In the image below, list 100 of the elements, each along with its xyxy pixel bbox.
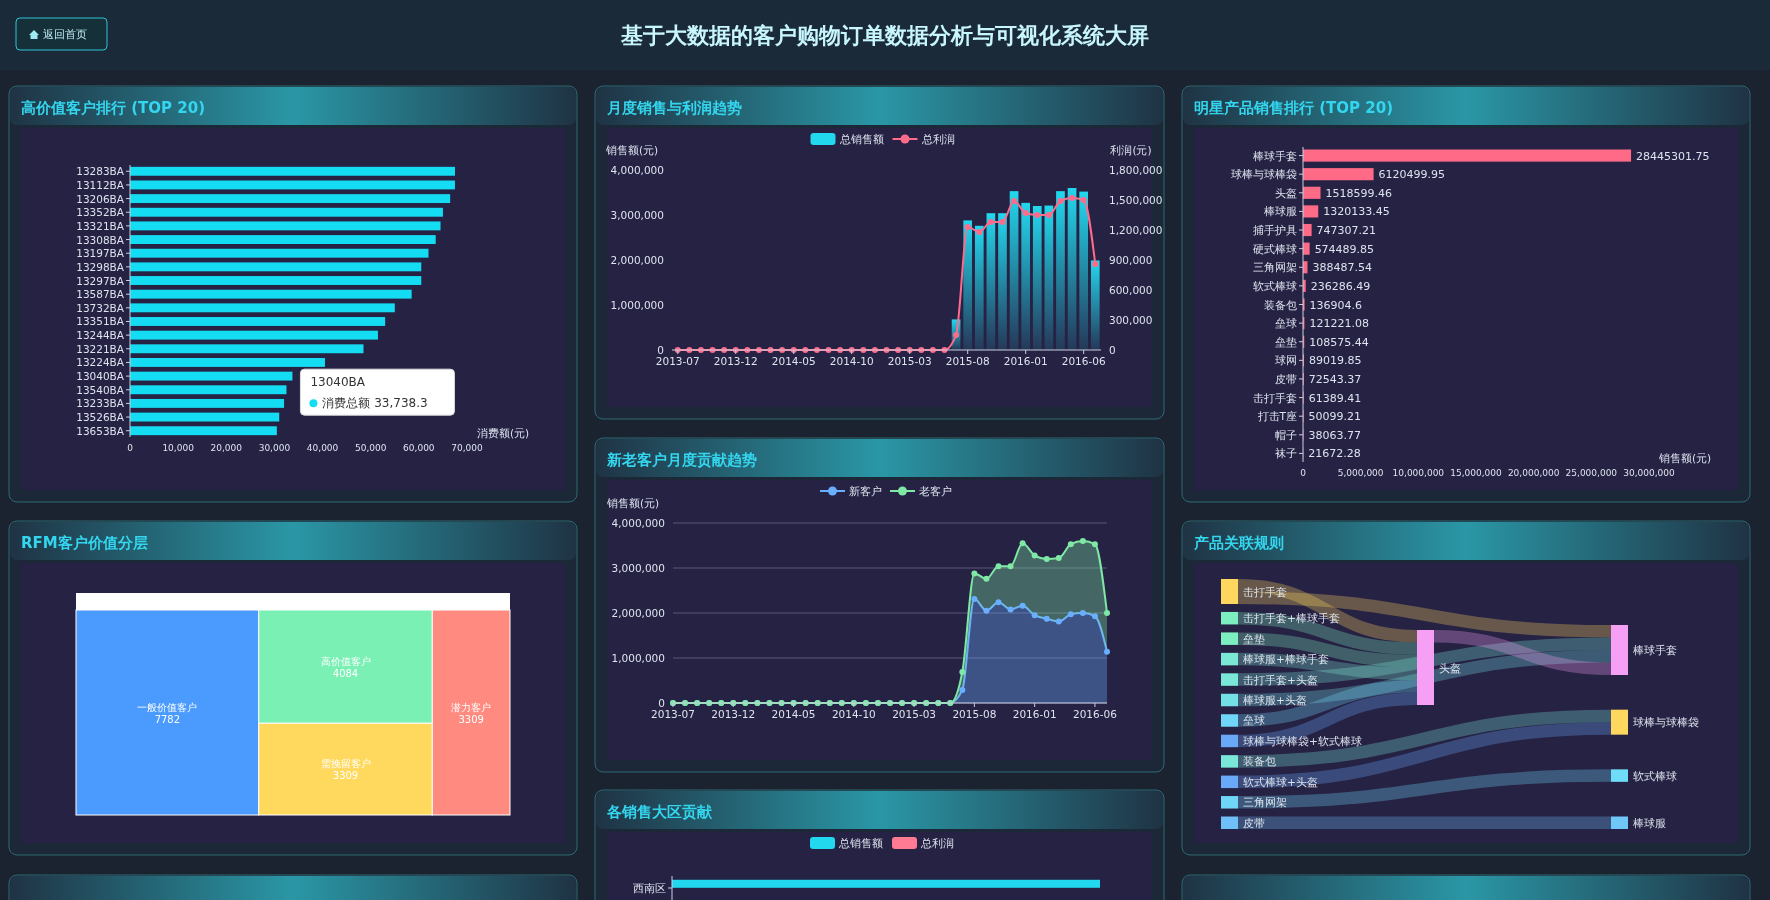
y-tick-label: 皮带 bbox=[1275, 372, 1297, 385]
y2-tick-label: 1,800,000 bbox=[1109, 164, 1163, 176]
category-label: 棒球服+棒球手套 bbox=[1243, 653, 1329, 666]
y-axis-title: 销售额(元) bbox=[605, 497, 660, 509]
data-label: 28445301.75 bbox=[1636, 149, 1710, 163]
x-tick-label: 5,000,000 bbox=[1337, 468, 1384, 478]
legend-label: 总利润 bbox=[920, 837, 954, 850]
x-tick-label: 30,000,000 bbox=[1623, 468, 1676, 478]
category-label: 软式棒球 bbox=[1633, 769, 1677, 782]
y-tick-label: 袜子 bbox=[1275, 447, 1297, 460]
x-axis-title: 消费额(元) bbox=[476, 427, 530, 439]
text: RFM客户价值分层 bbox=[21, 534, 148, 552]
y-tick-label: 13297BA bbox=[76, 274, 125, 287]
y-tick-label: 13224BA bbox=[76, 356, 125, 369]
y-tick-label: 13040BA bbox=[76, 370, 125, 383]
chart-title: 高价值客户排行 (TOP 20) bbox=[21, 99, 206, 117]
x-tick-label: 2016-06 bbox=[1073, 708, 1118, 720]
y-tick-label: 13206BA bbox=[76, 192, 125, 205]
y-tick-label: 13732BA bbox=[76, 301, 125, 314]
category-label: 棒球服 bbox=[1633, 816, 1666, 829]
y-tick-label: 打击T座 bbox=[1256, 410, 1297, 423]
y-tick-label: 3,000,000 bbox=[611, 562, 665, 574]
y-tick-label: 3,000,000 bbox=[610, 209, 664, 221]
legend-label: 新客户 bbox=[849, 485, 882, 498]
y-tick-label: 软式棒球 bbox=[1253, 279, 1297, 292]
x-tick-label: 10,000 bbox=[162, 443, 195, 453]
y-tick-label: 13526BA bbox=[76, 411, 125, 424]
y-tick-label: 4,000,000 bbox=[611, 517, 665, 529]
x-tick-label: 10,000,000 bbox=[1392, 468, 1445, 478]
data-label: 236286.49 bbox=[1310, 279, 1371, 293]
category-label: 棒球手套 bbox=[1633, 644, 1677, 656]
x-tick-label: 2014-05 bbox=[771, 355, 816, 367]
category-label: 头盔 bbox=[1439, 661, 1461, 674]
data-label: 50099.21 bbox=[1308, 410, 1362, 424]
y-tick-label: 西南区 bbox=[633, 882, 666, 894]
legend-label: 总利润 bbox=[920, 133, 955, 146]
data-label: 108575.44 bbox=[1309, 335, 1369, 349]
x-tick-label: 2016-01 bbox=[1012, 708, 1057, 720]
text: 返回首页 bbox=[43, 28, 87, 41]
data-label: 21672.28 bbox=[1308, 447, 1361, 461]
category-label: 垒球 bbox=[1243, 714, 1265, 727]
legend-label: 总销售额 bbox=[838, 837, 883, 850]
y2-tick-label: 1,200,000 bbox=[1109, 224, 1163, 236]
x-tick-label: 30,000 bbox=[258, 443, 291, 453]
category-label: 球棒与球棒袋 bbox=[1633, 716, 1699, 729]
y-tick-label: 13308BA bbox=[76, 233, 125, 246]
y2-axis-title: 利润(元) bbox=[1110, 144, 1152, 156]
x-tick-label: 15,000,000 bbox=[1450, 468, 1503, 478]
y-axis-title: 销售额(元) bbox=[604, 144, 659, 156]
y-tick-label: 13221BA bbox=[76, 342, 125, 355]
x-tick-label: 2014-05 bbox=[771, 708, 816, 720]
data-label: 1320133.45 bbox=[1323, 205, 1390, 219]
y2-tick-label: 0 bbox=[1109, 344, 1116, 356]
y-tick-label: 硬式棒球 bbox=[1253, 242, 1297, 255]
data-label: 747307.21 bbox=[1316, 224, 1377, 238]
y2-tick-label: 300,000 bbox=[1109, 314, 1153, 326]
data-label: 388487.54 bbox=[1312, 261, 1372, 275]
category-label: 潜力客户 bbox=[451, 701, 492, 713]
category-label: 垒垫 bbox=[1243, 632, 1265, 645]
x-tick-label: 2016-06 bbox=[1061, 355, 1106, 367]
x-tick-label: 25,000,000 bbox=[1565, 468, 1618, 478]
chart-title: 月度销售与利润趋势 bbox=[606, 99, 742, 117]
x-tick-label: 2013-12 bbox=[713, 355, 758, 367]
category-label: 软式棒球+头盔 bbox=[1243, 775, 1318, 788]
legend-label: 总销售额 bbox=[838, 133, 884, 146]
category-label: 需挽留客户 bbox=[320, 758, 371, 770]
y-tick-label: 击打手套 bbox=[1253, 391, 1297, 404]
category-label: 装备包 bbox=[1243, 755, 1276, 768]
data-label: 121221.08 bbox=[1309, 317, 1369, 331]
chart-title: 各销售大区贡献 bbox=[606, 803, 713, 821]
x-tick-label: 2013-07 bbox=[651, 708, 695, 720]
text: 基于大数据的客户购物订单数据分析与可视化系统大屏 bbox=[620, 23, 1149, 48]
y-tick-label: 13233BA bbox=[76, 397, 125, 410]
data-label: 89019.85 bbox=[1309, 354, 1362, 368]
y-tick-label: 三角网架 bbox=[1253, 261, 1297, 274]
data-label: 7782 bbox=[154, 713, 181, 725]
x-tick-label: 2014-10 bbox=[831, 708, 876, 720]
y-tick-label: 垒垫 bbox=[1275, 335, 1297, 348]
category-label: 13040BA bbox=[310, 375, 366, 390]
y-tick-label: 13587BA bbox=[76, 288, 125, 301]
y-tick-label: 帽子 bbox=[1275, 428, 1297, 441]
category-label: 三角网架 bbox=[1243, 796, 1287, 809]
y-tick-label: 捕手护具 bbox=[1253, 224, 1297, 237]
x-tick-label: 20,000 bbox=[210, 443, 243, 453]
x-tick-label: 0 bbox=[127, 443, 134, 453]
y2-tick-label: 1,500,000 bbox=[1109, 194, 1163, 206]
category-label: 击打手套+棒球手套 bbox=[1243, 612, 1340, 625]
y2-tick-label: 600,000 bbox=[1109, 284, 1153, 296]
x-tick-label: 2015-08 bbox=[945, 355, 990, 367]
x-tick-label: 70,000 bbox=[451, 443, 484, 453]
category-label: 一般价值客户 bbox=[137, 701, 198, 713]
annotation: 消费总额 33,738.3 bbox=[322, 396, 428, 411]
y-tick-label: 头盔 bbox=[1275, 186, 1297, 199]
category-label: 皮带 bbox=[1243, 816, 1265, 829]
y-tick-label: 13351BA bbox=[76, 315, 125, 328]
y-tick-label: 13321BA bbox=[76, 219, 125, 232]
y-tick-label: 棒球服 bbox=[1264, 205, 1297, 218]
chart-title: 新老客户月度贡献趋势 bbox=[606, 451, 757, 469]
y-tick-label: 13283BA bbox=[76, 165, 125, 178]
data-label: 574489.85 bbox=[1314, 242, 1375, 256]
